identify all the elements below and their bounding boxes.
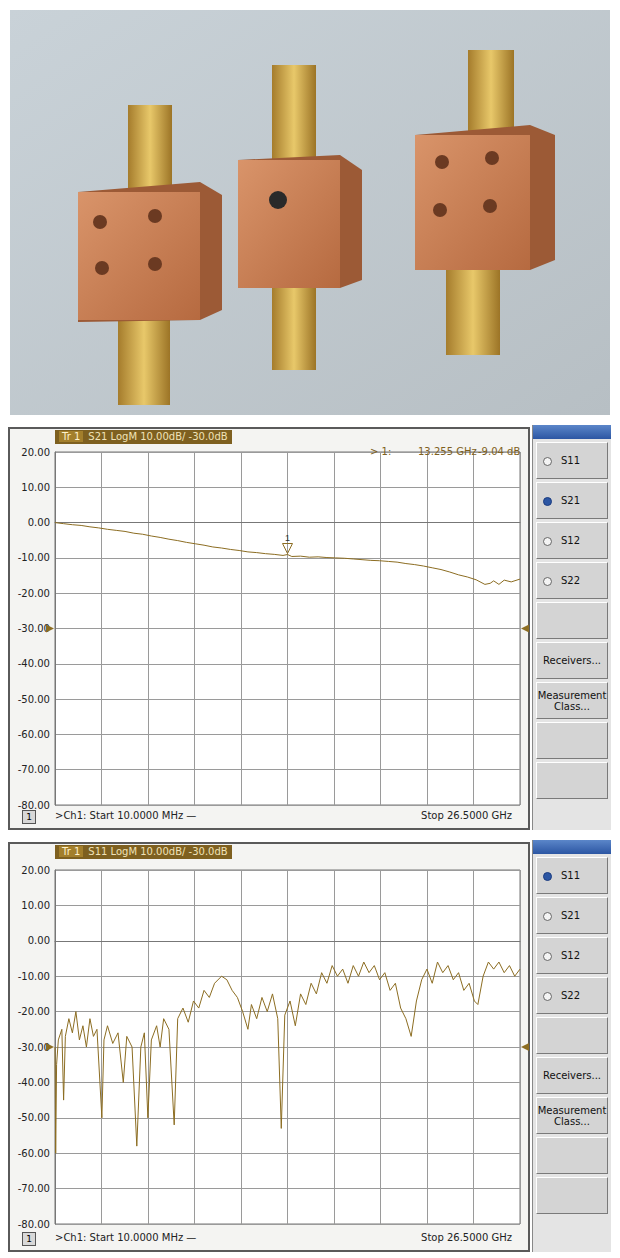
- svg-text:-60.00: -60.00: [18, 729, 50, 740]
- html-text:S12: S12: [561, 950, 581, 961]
- svg-text:-80.00: -80.00: [18, 800, 50, 811]
- html-text:S11: S11: [561, 455, 581, 466]
- svg-text:-20.00: -20.00: [18, 588, 50, 599]
- html-text:>Ch1: Start 10.0000 MHz —: >Ch1: Start 10.0000 MHz —: [55, 1232, 197, 1243]
- html-text:Stop 26.5000 GHz: Stop 26.5000 GHz: [421, 1232, 512, 1243]
- svg-text:10.00: 10.00: [21, 482, 50, 493]
- html-text:S22: S22: [561, 575, 581, 586]
- svg-text:0.00: 0.00: [28, 935, 50, 946]
- html-text:S11 LogM 10.00dB/ -30.0dB: S11 LogM 10.00dB/ -30.0dB: [88, 846, 228, 857]
- html-text:Receivers...: Receivers...: [543, 1070, 601, 1081]
- svg-text:20.00: 20.00: [21, 447, 50, 458]
- html-text:Tr 1: Tr 1: [62, 846, 81, 857]
- html-text:S12: S12: [561, 535, 581, 546]
- html-text:Tr 1: Tr 1: [62, 431, 81, 442]
- svg-text:-60.00: -60.00: [18, 1148, 50, 1159]
- html-text:S22: S22: [561, 990, 581, 1001]
- html-text:S21: S21: [561, 910, 581, 921]
- svg-text:0.00: 0.00: [28, 517, 50, 528]
- svg-text:-30.00: -30.00: [18, 1042, 50, 1053]
- svg-text:-10.00: -10.00: [18, 552, 50, 563]
- svg-text:-40.00: -40.00: [18, 1077, 50, 1088]
- html-text:Stop 26.5000 GHz: Stop 26.5000 GHz: [421, 810, 512, 821]
- html-text:13.255 GHz -9.04 dB: 13.255 GHz -9.04 dB: [418, 446, 521, 457]
- html-text:Receivers...: Receivers...: [543, 655, 601, 666]
- html-text:Measurement Class...: Measurement Class...: [537, 689, 607, 712]
- svg-text:-20.00: -20.00: [18, 1006, 50, 1017]
- svg-text:-40.00: -40.00: [18, 658, 50, 669]
- html-text:1: 1: [26, 812, 32, 822]
- svg-text:-80.00: -80.00: [18, 1219, 50, 1230]
- svg-text:1: 1: [285, 533, 290, 543]
- html-text:1: 1: [26, 1234, 32, 1244]
- svg-text:-10.00: -10.00: [18, 971, 50, 982]
- html-text:> 1:: > 1:: [370, 446, 392, 457]
- html-text:S11: S11: [561, 870, 581, 881]
- svg-text:-70.00: -70.00: [18, 1183, 50, 1194]
- svg-text:10.00: 10.00: [21, 900, 50, 911]
- svg-text:-50.00: -50.00: [18, 694, 50, 705]
- svg-text:-70.00: -70.00: [18, 764, 50, 775]
- svg-text:-50.00: -50.00: [18, 1112, 50, 1123]
- html-text:S21 LogM 10.00dB/ -30.0dB: S21 LogM 10.00dB/ -30.0dB: [88, 431, 228, 442]
- html-text:Measurement Class...: Measurement Class...: [537, 1104, 607, 1127]
- svg-text:20.00: 20.00: [21, 865, 50, 876]
- svg-text:-30.00: -30.00: [18, 623, 50, 634]
- html-text:S21: S21: [561, 495, 581, 506]
- html-text:>Ch1: Start 10.0000 MHz —: >Ch1: Start 10.0000 MHz —: [55, 810, 197, 821]
